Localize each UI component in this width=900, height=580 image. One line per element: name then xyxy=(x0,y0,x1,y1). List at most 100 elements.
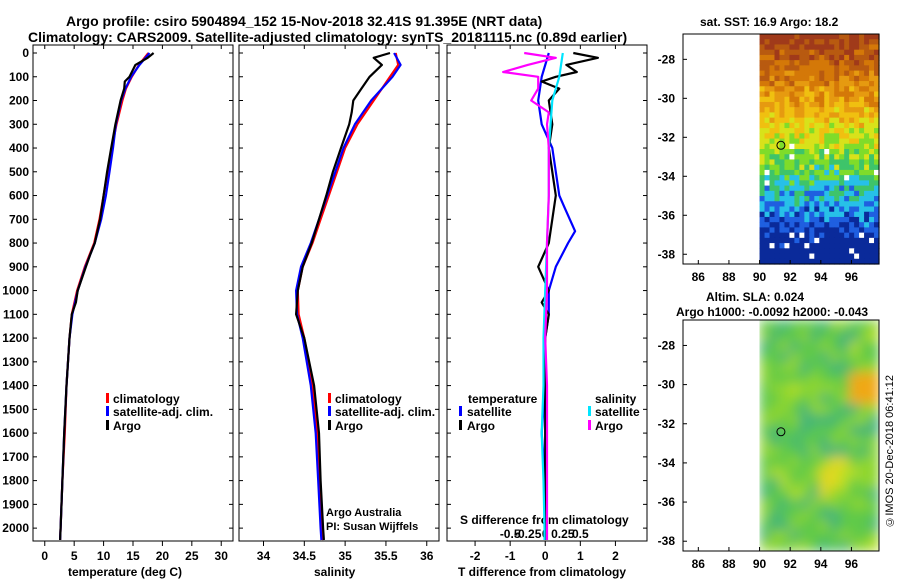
sst-cell xyxy=(869,180,875,187)
sst-cell xyxy=(864,60,870,66)
sst-heatmap xyxy=(759,34,880,265)
sst-cell xyxy=(859,190,865,197)
sst-cell xyxy=(829,96,835,103)
sst-cell xyxy=(834,196,840,202)
sst-cell xyxy=(804,49,810,56)
sst-cell xyxy=(874,149,880,155)
sst-cell xyxy=(844,112,850,119)
sst-cell xyxy=(854,65,860,72)
sst-cell xyxy=(789,54,795,61)
sla-cell xyxy=(829,362,840,374)
sst-cell xyxy=(814,133,820,140)
sst-cell xyxy=(834,81,840,87)
sst-cell xyxy=(764,196,771,202)
sst-cell xyxy=(804,159,810,166)
sst-cell xyxy=(784,149,791,155)
sla-cell xyxy=(769,362,781,374)
sst-cell xyxy=(809,54,815,61)
sst-cell xyxy=(819,211,825,218)
sst-cell xyxy=(839,107,845,114)
sst-cell xyxy=(794,143,800,150)
sst-cell xyxy=(869,201,875,208)
x-tick-label: 20 xyxy=(156,549,170,563)
sst-cell xyxy=(799,175,805,181)
sla-cell xyxy=(869,362,879,374)
sst-cell xyxy=(844,91,850,98)
sla-cell xyxy=(769,341,781,353)
sla-cell xyxy=(839,372,850,384)
sst-cell xyxy=(799,54,805,61)
sst-cell xyxy=(864,175,870,181)
sst-cell xyxy=(794,75,800,82)
sst-cell xyxy=(789,222,795,229)
map-y-tick-label: -28 xyxy=(658,52,676,66)
sst-cell xyxy=(804,201,810,208)
sst-cell xyxy=(814,190,820,197)
sst-cell xyxy=(824,222,830,229)
sst-cell xyxy=(849,65,855,72)
sst-cell xyxy=(874,112,880,119)
sla-cell xyxy=(769,446,781,458)
sst-cell xyxy=(829,248,835,255)
sla-cell xyxy=(809,540,820,551)
sst-cell xyxy=(859,248,865,255)
sst-cell xyxy=(874,154,880,161)
sst-cell xyxy=(829,185,835,192)
sst-cell xyxy=(789,227,795,234)
sst-cell xyxy=(874,65,880,72)
sst-cell xyxy=(759,91,766,98)
sla-cell xyxy=(779,456,791,468)
sst-cell xyxy=(824,128,830,134)
sst-cell xyxy=(784,180,791,187)
legend-label-s-satellite: satellite xyxy=(595,405,640,419)
sla-cell xyxy=(859,456,870,468)
sst-cell xyxy=(864,164,870,171)
sst-cell xyxy=(804,60,810,66)
sst-cell xyxy=(854,112,860,119)
sla-cell xyxy=(809,383,820,395)
sst-cell xyxy=(819,133,825,140)
sst-cell xyxy=(824,149,830,155)
sla-cell xyxy=(869,519,879,531)
sst-cell xyxy=(769,39,776,46)
sst-cell xyxy=(829,190,835,197)
sst-cell xyxy=(789,180,795,187)
sst-cell xyxy=(804,96,810,103)
sst-cell xyxy=(809,107,815,114)
sla-cell xyxy=(819,456,830,468)
sst-cell xyxy=(764,143,771,150)
sst-cell xyxy=(824,175,830,181)
sst-cell xyxy=(784,86,791,93)
sst-cell xyxy=(854,143,860,150)
sst-cell xyxy=(794,243,800,249)
sst-cell xyxy=(779,44,786,51)
sst-cell xyxy=(779,253,786,260)
sst-cell xyxy=(844,34,850,40)
sst-cell xyxy=(869,101,875,108)
t-difference-axis-label: T difference from climatology xyxy=(458,565,626,579)
sst-cell xyxy=(859,49,865,56)
sst-cell xyxy=(829,133,835,140)
sst-cell xyxy=(779,154,786,161)
sst-cell xyxy=(859,107,865,114)
sst-cell xyxy=(774,180,781,187)
sla-cell xyxy=(839,488,850,500)
sst-cell xyxy=(764,75,771,82)
sla-cell xyxy=(859,372,870,384)
sst-cell xyxy=(864,216,870,223)
sla-cell xyxy=(869,320,879,332)
sla-cell xyxy=(849,393,860,405)
sst-cell xyxy=(794,196,800,202)
x-tick-label: 0 xyxy=(542,549,549,563)
sst-cell xyxy=(864,206,870,213)
sla-cell xyxy=(759,383,771,395)
sst-cell xyxy=(859,227,865,234)
sst-cell xyxy=(789,206,795,213)
sst-cell xyxy=(849,211,855,218)
sla-cell xyxy=(789,351,800,363)
sst-cell xyxy=(759,232,766,239)
sst-cell xyxy=(819,227,825,234)
sst-cell xyxy=(874,101,880,108)
sst-cell xyxy=(864,222,870,229)
sst-cell xyxy=(789,81,795,87)
